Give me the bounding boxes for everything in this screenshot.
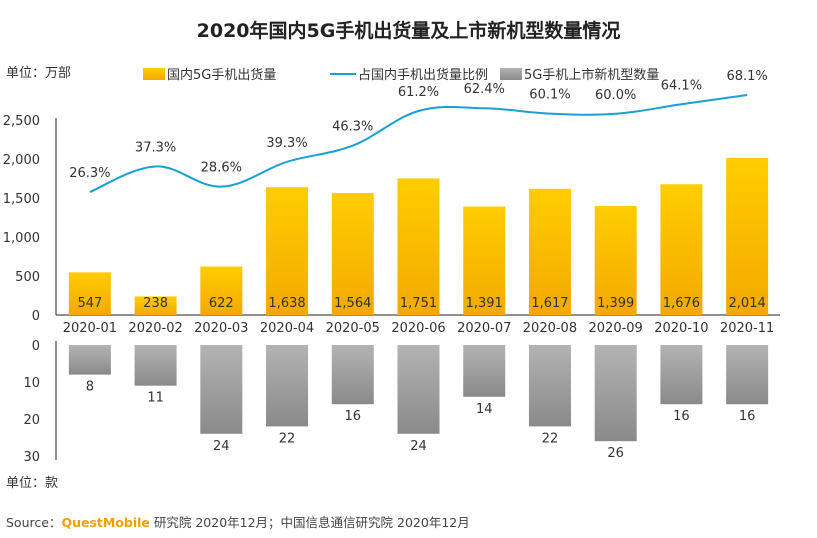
shipment-value-label: 1,617 bbox=[531, 296, 568, 311]
ratio-value-label: 62.4% bbox=[464, 82, 505, 97]
model-count-bar bbox=[331, 345, 374, 405]
ratio-line bbox=[89, 94, 748, 193]
x-category-label: 2020-01 bbox=[63, 321, 117, 336]
shipment-bar bbox=[528, 188, 571, 315]
source-rest: 研究院 2020年12月；中国信息通信研究院 2020年12月 bbox=[149, 515, 470, 530]
ratio-value-label: 64.1% bbox=[661, 78, 702, 93]
model-count-bar bbox=[726, 345, 769, 405]
model-count-label: 16 bbox=[344, 409, 361, 424]
legend-swatch-shipments bbox=[143, 67, 165, 80]
model-count-bar bbox=[594, 345, 637, 442]
shipment-bar bbox=[134, 296, 177, 315]
legend-item-shipments: 国内5G手机出货量 bbox=[143, 64, 276, 83]
model-count-label: 22 bbox=[279, 431, 296, 446]
model-count-bar bbox=[528, 345, 571, 427]
model-count-bar bbox=[68, 345, 111, 375]
shipment-value-label: 1,399 bbox=[597, 296, 634, 311]
y-tick-label-bottom: 0 bbox=[32, 339, 40, 354]
legend-item-ratio: 占国内手机出货量比例 bbox=[330, 64, 488, 83]
unit-label-top: 单位：万部 bbox=[6, 66, 72, 81]
model-count-label: 16 bbox=[739, 409, 756, 424]
model-count-label: 24 bbox=[410, 439, 427, 454]
y-tick-label-top: 0 bbox=[32, 309, 40, 324]
shipment-bar bbox=[660, 184, 703, 315]
model-count-bar bbox=[397, 345, 440, 434]
legend-label-shipments: 国内5G手机出货量 bbox=[167, 68, 277, 83]
model-count-label: 8 bbox=[86, 380, 94, 395]
model-count-bar bbox=[266, 345, 309, 427]
x-category-label: 2020-03 bbox=[194, 321, 248, 336]
x-category-label: 2020-10 bbox=[654, 321, 708, 336]
shipment-value-label: 1,638 bbox=[268, 296, 305, 311]
shipment-value-label: 547 bbox=[77, 296, 102, 311]
shipment-value-label: 1,676 bbox=[663, 296, 700, 311]
model-count-bar bbox=[660, 345, 703, 405]
x-category-label: 2020-05 bbox=[326, 321, 380, 336]
ratio-value-label: 26.3% bbox=[69, 166, 110, 181]
x-category-label: 2020-11 bbox=[720, 321, 774, 336]
legend-swatch-ratio bbox=[330, 72, 356, 75]
x-category-label: 2020-06 bbox=[391, 321, 445, 336]
legend-item-models: 5G手机上市新机型数量 bbox=[500, 64, 659, 83]
model-count-bar bbox=[200, 345, 243, 434]
model-count-label: 26 bbox=[607, 446, 624, 461]
ratio-value-label: 61.2% bbox=[398, 85, 439, 100]
model-count-label: 11 bbox=[147, 391, 164, 406]
y-tick-label-top: 2,500 bbox=[3, 114, 40, 129]
shipment-bar bbox=[200, 266, 243, 315]
x-category-label: 2020-08 bbox=[523, 321, 577, 336]
shipment-bar bbox=[463, 206, 506, 315]
ratio-value-label: 39.3% bbox=[266, 136, 307, 151]
shipment-value-label: 1,564 bbox=[334, 296, 371, 311]
legend-label-models: 5G手机上市新机型数量 bbox=[524, 68, 660, 83]
model-count-bar bbox=[463, 345, 506, 397]
y-tick-label-bottom: 30 bbox=[23, 450, 40, 465]
unit-label-bottom: 单位：款 bbox=[6, 476, 59, 491]
y-tick-label-top: 1,500 bbox=[3, 192, 40, 207]
legend-swatch-models bbox=[500, 67, 522, 80]
y-tick-label-bottom: 10 bbox=[23, 376, 40, 391]
source-brand: QuestMobile bbox=[61, 515, 150, 530]
ratio-value-label: 37.3% bbox=[135, 140, 176, 155]
shipment-bar bbox=[266, 187, 309, 315]
ratio-value-label: 60.1% bbox=[529, 88, 570, 103]
ratio-value-label: 68.1% bbox=[726, 69, 767, 84]
source-note: Source：QuestMobile 研究院 2020年12月；中国信息通信研究… bbox=[6, 512, 470, 531]
ratio-value-label: 46.3% bbox=[332, 120, 373, 135]
shipment-value-label: 622 bbox=[209, 296, 234, 311]
shipment-value-label: 1,751 bbox=[400, 296, 437, 311]
shipment-bar bbox=[331, 193, 374, 315]
x-category-label: 2020-02 bbox=[128, 321, 182, 336]
x-category-label: 2020-09 bbox=[589, 321, 643, 336]
shipment-value-label: 2,014 bbox=[729, 296, 766, 311]
y-tick-label-bottom: 20 bbox=[23, 413, 40, 428]
model-count-label: 14 bbox=[476, 402, 493, 417]
model-count-bar bbox=[134, 345, 177, 386]
model-count-label: 22 bbox=[542, 431, 559, 446]
y-tick-label-top: 1,000 bbox=[3, 231, 40, 246]
shipment-bar bbox=[726, 157, 769, 315]
x-category-label: 2020-07 bbox=[457, 321, 511, 336]
shipment-value-label: 1,391 bbox=[466, 296, 503, 311]
shipment-bar bbox=[68, 272, 111, 315]
source-prefix: Source： bbox=[6, 515, 62, 530]
shipment-bar bbox=[397, 178, 440, 315]
y-tick-label-top: 2,000 bbox=[3, 153, 40, 168]
chart-title: 2020年国内5G手机出货量及上市新机型数量情况 bbox=[196, 20, 621, 42]
legend-label-ratio: 占国内手机出货量比例 bbox=[358, 68, 489, 83]
y-tick-label-top: 500 bbox=[15, 270, 40, 285]
x-category-label: 2020-04 bbox=[260, 321, 314, 336]
shipment-bar bbox=[594, 205, 637, 315]
model-count-label: 16 bbox=[673, 409, 690, 424]
ratio-value-label: 60.0% bbox=[595, 88, 636, 103]
shipment-value-label: 238 bbox=[143, 296, 168, 311]
model-count-label: 24 bbox=[213, 439, 230, 454]
ratio-value-label: 28.6% bbox=[201, 161, 242, 176]
